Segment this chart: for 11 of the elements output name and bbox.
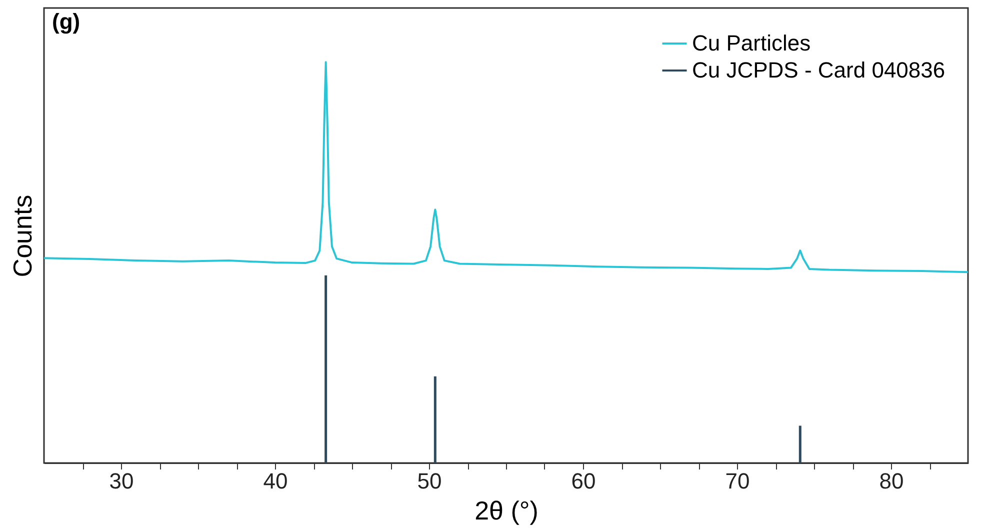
x-axis-title: 2θ (°)	[474, 496, 538, 526]
text: (g)	[52, 9, 80, 34]
x-tick-label: 30	[109, 468, 134, 494]
legend-label: Cu Particles	[692, 30, 811, 56]
x-tick-label: 70	[725, 468, 750, 494]
x-tick-label: 50	[417, 468, 442, 494]
y-axis-title: Counts	[8, 194, 38, 278]
x-tick-label: 40	[263, 468, 288, 494]
x-tick-label: 80	[879, 468, 904, 494]
legend-label: Cu JCPDS - Card 040836	[692, 58, 946, 82]
x-tick-label: 60	[571, 468, 596, 494]
